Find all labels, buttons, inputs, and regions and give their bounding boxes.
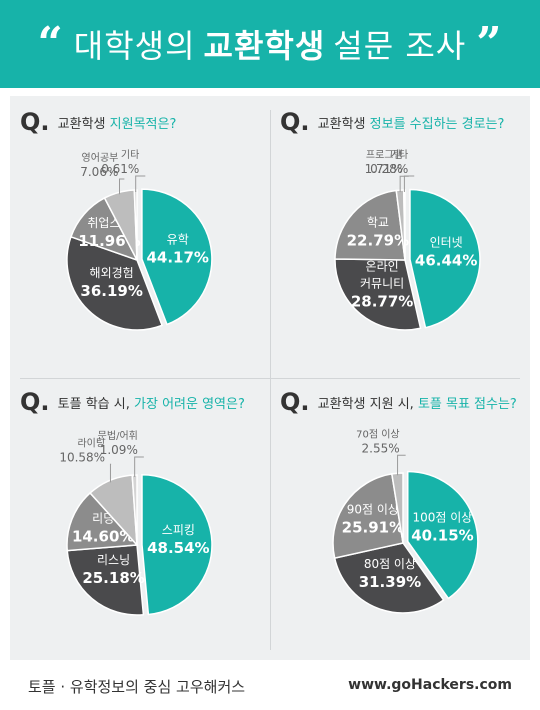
pie-slice [141, 188, 213, 326]
pie-slice [141, 474, 213, 616]
pie-slice [332, 473, 404, 559]
pie-slice [66, 235, 164, 331]
slice-label: 스피킹 48.54% [147, 523, 209, 557]
header-banner: “ 대학생의 교환학생 설문 조사 ” [0, 0, 540, 88]
question-mark-label: Q. [280, 108, 310, 136]
question-title: Q. 교환학생 지원목적은? [20, 108, 176, 136]
page-title: “ 대학생의 교환학생 설문 조사 ” [0, 0, 540, 88]
question-mark-label: Q. [20, 388, 50, 416]
chart-panel-toefl-difficulty: Q. 토플 학습 시, 가장 어려운 영역은? 스피킹 48.54% 리스닝 25.1… [10, 380, 270, 655]
question-title: Q. 교환학생 정보를 수집하는 경로는? [280, 108, 504, 136]
title-prefix: 대학생의 [73, 27, 196, 65]
slice-label: 프로그램 1.71% [365, 149, 403, 176]
pie-chart-info-source: 인터넷 46.44%온라인 커뮤니티 28.77% 학교 22.79% 프로그램 1.71%기… [334, 149, 481, 331]
slice-label: 리딩 14.60% [72, 512, 134, 546]
leader-line [119, 178, 125, 195]
slice-label: 학교 22.79% [347, 216, 409, 250]
pie-chart-purpose: 유학 44.17%해외경험 36.19%취업스펙 11.96%영어공부 7.06%기타 0… [66, 149, 213, 331]
slice-label: 라이팅 10.58% [59, 437, 105, 464]
pie-slice [66, 491, 139, 552]
question-accent-text: 토플 목표 점수는? [417, 397, 517, 412]
question-mark-label: Q. [20, 108, 50, 136]
footer: 토플 · 유학정보의 중심 고우해커스 www.goHackers.com [0, 660, 540, 710]
slice-label: 인터넷 46.44% [415, 235, 477, 269]
question-accent-text: 지원목적은? [109, 117, 177, 132]
pie-slice [333, 542, 445, 614]
chart-panel-info-source: Q. 교환학생 정보를 수집하는 경로는? 인터넷 46.44% 온라인 커뮤니티 28… [270, 100, 530, 375]
pie-slice [66, 544, 145, 616]
question-text: 교환학생 [317, 117, 366, 132]
question-title: Q. 교환학생 지원 시, 토플 목표 점수는? [280, 388, 517, 416]
question-accent-text: 가장 어려운 영역은? [134, 397, 245, 412]
open-quote-mark: “ [37, 18, 64, 69]
pie-slice [334, 189, 406, 261]
pie-chart-toefl-target: 100점 이상 40.15% 80점 이상 31.39% 90점 이상 25.91% 70점… [332, 428, 479, 614]
footer-website-link[interactable]: www.goHackers.com [348, 677, 512, 693]
slice-label: 해외경험 36.19% [80, 266, 142, 300]
question-text: 교환학생 [57, 117, 106, 132]
question-mark-label: Q. [280, 388, 310, 416]
leader-line [397, 454, 406, 476]
chart-panel-toefl-target: Q. 교환학생 지원 시, 토플 목표 점수는? 100점 이상 40.15% 80… [270, 380, 530, 655]
question-title: Q. 토플 학습 시, 가장 어려운 영역은? [20, 388, 245, 416]
vertical-divider [270, 110, 271, 650]
leader-line [134, 456, 144, 478]
slice-label: 영어공부 7.06% [80, 152, 118, 179]
slice-label: 80점 이상 31.39% [359, 557, 421, 591]
leader-line [109, 463, 112, 483]
pie-slice [409, 188, 481, 329]
slice-label: 기타 0.28% [370, 149, 408, 176]
slice-label: 리스닝 25.18% [82, 553, 144, 587]
title-emphasis: 교환학생 [203, 27, 326, 65]
slice-label: 유학 44.17% [146, 232, 208, 266]
pie-chart-toefl-difficulty: 스피킹 48.54%리스닝 25.18% 리딩 14.60% 라이팅 10.58%문법/어휘… [59, 430, 213, 616]
slice-label: 70점 이상 2.55% [356, 428, 400, 455]
slice-label: 100점 이상 40.15% [411, 510, 473, 544]
title-suffix: 설문 조사 [333, 27, 467, 65]
footer-brand-text: 토플 · 유학정보의 중심 고우해커스 [28, 678, 246, 696]
pie-slice [334, 258, 422, 331]
close-quote-mark: ” [476, 18, 503, 69]
leader-line [135, 175, 146, 193]
question-accent-text: 정보를 수집하는 경로는? [369, 117, 505, 132]
chart-panel-purpose: Q. 교환학생 지원목적은? 유학 44.17% 해외경험 36.19% 취업스펙 11.… [10, 100, 270, 375]
horizontal-divider [20, 378, 520, 379]
slice-label: 온라인 커뮤니티 28.77% [351, 259, 413, 310]
pie-slice [407, 470, 479, 600]
slice-label: 기타 0.61% [101, 149, 139, 176]
leader-line [403, 175, 415, 193]
slice-label: 90점 이상 25.91% [342, 503, 404, 537]
question-text: 교환학생 지원 시, [317, 397, 414, 412]
question-text: 토플 학습 시, [57, 397, 130, 412]
slice-label: 문법/어휘 1.09% [98, 430, 138, 457]
